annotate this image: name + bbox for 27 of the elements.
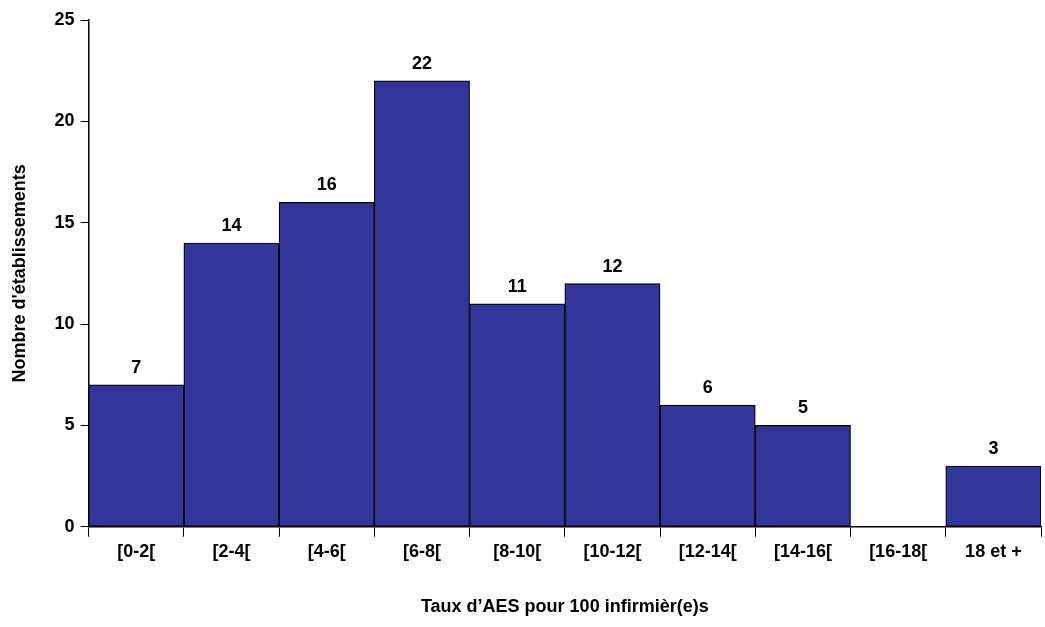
- x-tick-label: [16-18[: [869, 540, 928, 561]
- data-label: 3: [988, 437, 999, 458]
- data-label: 14: [221, 214, 242, 235]
- x-tick-label: [12-14[: [678, 540, 737, 561]
- data-label: 6: [702, 377, 713, 398]
- x-tick-label: [14-16[: [773, 540, 832, 561]
- x-axis-title: Taux d’AES pour 100 infirmièr(e)s: [420, 596, 709, 617]
- data-label: 5: [797, 397, 808, 418]
- y-tick-label: 5: [64, 414, 75, 435]
- x-tick-label: [10-12[: [583, 540, 642, 561]
- data-label: 22: [411, 52, 432, 73]
- y-tick-label: 25: [54, 8, 75, 29]
- y-axis-title: Nombre d'établissements: [8, 164, 29, 383]
- x-tick-label: [2-4[: [212, 540, 251, 561]
- data-label: 7: [131, 356, 142, 377]
- data-label: 12: [602, 255, 623, 276]
- x-tick-label: [6-8[: [402, 540, 441, 561]
- y-tick-label: 20: [54, 110, 75, 131]
- data-label: 16: [316, 174, 337, 195]
- x-tick-label: 18 et +: [965, 540, 1022, 561]
- y-tick-label: 0: [64, 515, 75, 536]
- y-tick-label: 10: [54, 313, 75, 334]
- y-tick-label: 15: [54, 211, 75, 232]
- data-label: 11: [507, 275, 527, 296]
- x-tick-label: [4-6[: [307, 540, 346, 561]
- x-tick-label: [0-2[: [117, 540, 156, 561]
- x-tick-label: [8-10[: [493, 540, 542, 561]
